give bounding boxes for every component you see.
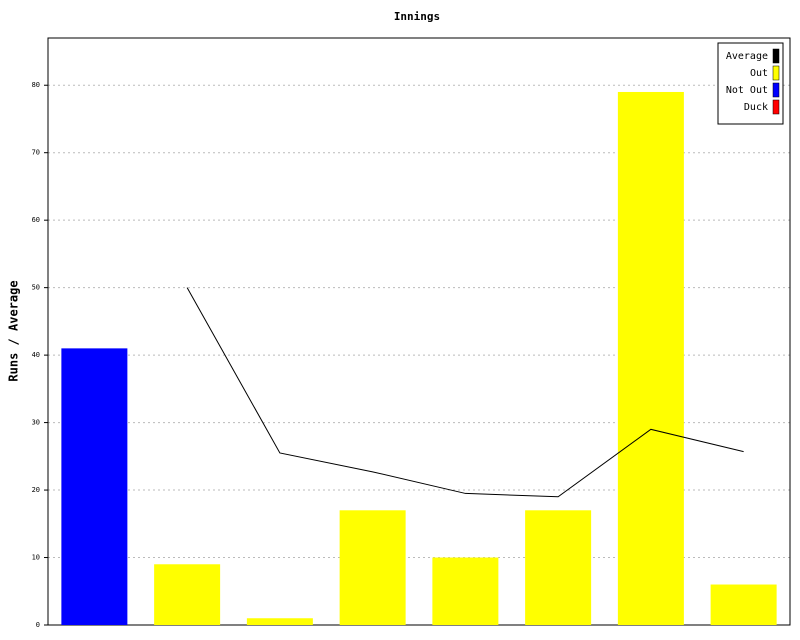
bar — [617, 91, 684, 626]
legend-swatch — [772, 65, 780, 81]
legend-label: Average — [726, 51, 768, 62]
plot-frame — [47, 37, 791, 626]
y-tick-label: 40 — [32, 351, 40, 359]
bar — [154, 564, 221, 625]
legend-label: Out — [750, 68, 768, 79]
y-tick-label: 80 — [32, 81, 40, 89]
y-tick-label: 20 — [32, 486, 40, 494]
bar — [246, 618, 313, 625]
bar — [339, 510, 406, 625]
legend-swatch — [772, 99, 780, 115]
y-tick-label: 60 — [32, 216, 40, 224]
average-line — [186, 287, 744, 498]
bar — [61, 348, 128, 625]
y-axis-label: Runs / Average — [7, 280, 21, 381]
bar — [525, 510, 592, 625]
y-tick-label: 30 — [32, 419, 40, 427]
y-tick-label: 70 — [32, 149, 40, 157]
chart-title: Innings — [394, 10, 440, 23]
legend-label: Duck — [744, 102, 768, 113]
y-tick-label: 0 — [36, 621, 40, 629]
bar — [432, 557, 499, 625]
y-tick-label: 10 — [32, 554, 40, 562]
legend-swatch — [772, 82, 780, 98]
legend-label: Not Out — [726, 85, 768, 96]
y-tick-label: 50 — [32, 284, 40, 292]
legend-swatch — [772, 48, 780, 64]
bar — [710, 584, 777, 625]
legend-box — [717, 42, 784, 125]
